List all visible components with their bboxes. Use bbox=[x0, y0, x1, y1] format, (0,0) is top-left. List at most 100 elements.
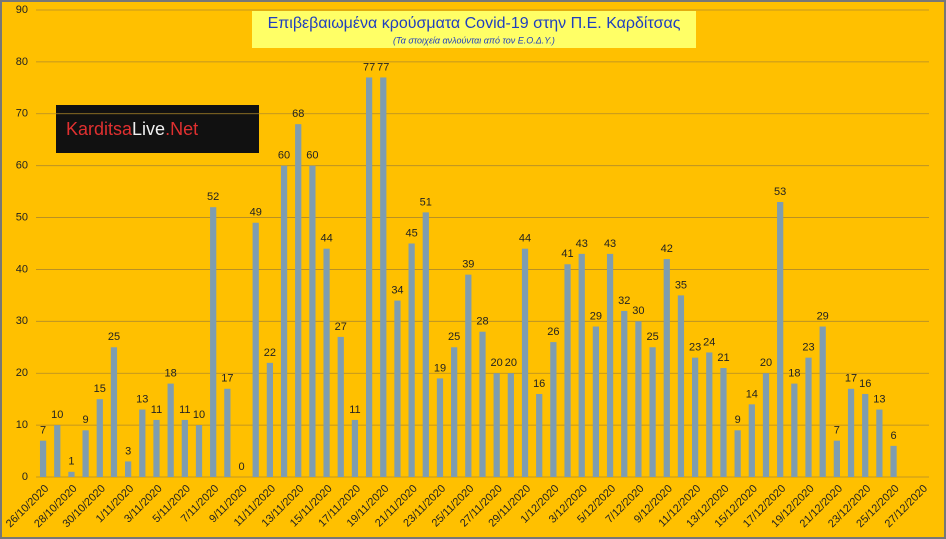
data-label: 17 bbox=[221, 373, 233, 385]
data-label: 42 bbox=[661, 243, 673, 255]
data-label: 39 bbox=[462, 259, 474, 271]
bar bbox=[167, 383, 174, 477]
bar bbox=[125, 461, 132, 477]
bar bbox=[110, 347, 118, 477]
y-tick-label: 20 bbox=[16, 367, 28, 379]
bar bbox=[295, 124, 302, 478]
data-label: 29 bbox=[590, 310, 602, 322]
logo-box bbox=[56, 105, 259, 153]
bar bbox=[422, 212, 429, 477]
data-label: 27 bbox=[335, 321, 347, 333]
bar bbox=[323, 248, 330, 477]
bar bbox=[139, 409, 146, 477]
bar bbox=[847, 388, 855, 477]
data-label: 16 bbox=[533, 378, 545, 390]
bar bbox=[734, 430, 741, 477]
data-label: 25 bbox=[108, 331, 120, 343]
bar bbox=[493, 373, 500, 477]
data-label: 45 bbox=[406, 227, 418, 239]
bar bbox=[436, 378, 444, 477]
data-label: 0 bbox=[238, 461, 244, 473]
bar bbox=[507, 373, 514, 477]
bar bbox=[210, 207, 217, 477]
data-label: 52 bbox=[207, 191, 219, 203]
data-label: 23 bbox=[689, 342, 701, 354]
data-label: 77 bbox=[377, 61, 389, 73]
data-label: 1 bbox=[68, 456, 74, 468]
bar bbox=[465, 274, 472, 477]
bar bbox=[224, 388, 231, 477]
data-label: 43 bbox=[604, 238, 616, 250]
y-tick-label: 10 bbox=[16, 419, 28, 431]
data-label: 49 bbox=[250, 207, 262, 219]
bar bbox=[663, 259, 670, 477]
bar bbox=[181, 419, 188, 477]
data-label: 44 bbox=[519, 233, 531, 245]
y-tick-label: 60 bbox=[16, 160, 28, 172]
bar bbox=[408, 243, 415, 477]
y-tick-label: 90 bbox=[16, 4, 28, 16]
bar bbox=[536, 393, 543, 477]
bar bbox=[564, 264, 571, 477]
bar bbox=[394, 300, 401, 477]
data-label: 10 bbox=[193, 409, 205, 421]
data-label: 23 bbox=[802, 342, 814, 354]
data-label: 51 bbox=[420, 196, 432, 208]
data-label: 44 bbox=[320, 233, 332, 245]
bar bbox=[606, 253, 614, 477]
y-tick-label: 40 bbox=[16, 263, 28, 275]
data-label: 20 bbox=[491, 357, 503, 369]
bar bbox=[309, 165, 316, 477]
data-label: 53 bbox=[774, 186, 786, 198]
bar bbox=[706, 352, 713, 477]
bar bbox=[777, 201, 784, 477]
bar bbox=[862, 393, 869, 477]
bar bbox=[677, 295, 685, 477]
data-label: 41 bbox=[561, 248, 573, 260]
data-label: 7 bbox=[834, 425, 840, 437]
data-label: 29 bbox=[817, 310, 829, 322]
bar bbox=[762, 373, 770, 477]
data-label: 16 bbox=[859, 378, 871, 390]
chart-subtitle: (Τα στοιχεία ανλούνται από τον Ε.Ο.Δ.Υ.) bbox=[393, 35, 555, 45]
data-label: 28 bbox=[476, 316, 488, 328]
bar bbox=[68, 471, 75, 477]
data-label: 25 bbox=[448, 331, 460, 343]
data-label: 15 bbox=[94, 383, 106, 395]
data-label: 17 bbox=[845, 373, 857, 385]
bar bbox=[578, 253, 585, 477]
data-label: 11 bbox=[349, 404, 360, 416]
bar bbox=[451, 347, 458, 477]
bar bbox=[890, 445, 897, 477]
data-label: 43 bbox=[576, 238, 588, 250]
bar bbox=[365, 77, 373, 477]
bar bbox=[337, 336, 344, 477]
bar bbox=[550, 342, 557, 477]
data-label: 9 bbox=[735, 414, 741, 426]
data-label: 11 bbox=[179, 404, 190, 416]
bar bbox=[521, 248, 529, 477]
bar bbox=[351, 419, 359, 477]
y-tick-label: 70 bbox=[16, 108, 28, 120]
y-tick-label: 80 bbox=[16, 56, 28, 68]
bar bbox=[479, 331, 486, 477]
data-label: 35 bbox=[675, 279, 687, 291]
data-label: 77 bbox=[363, 61, 375, 73]
data-label: 3 bbox=[125, 445, 131, 457]
bar bbox=[82, 430, 89, 477]
bar bbox=[692, 357, 699, 477]
data-label: 9 bbox=[83, 414, 89, 426]
data-label: 25 bbox=[646, 331, 658, 343]
data-label: 60 bbox=[278, 150, 290, 162]
bar bbox=[252, 222, 259, 477]
bar bbox=[195, 425, 203, 477]
bar bbox=[54, 425, 61, 477]
title-box bbox=[252, 11, 696, 48]
y-tick-label: 0 bbox=[22, 471, 28, 483]
data-label: 18 bbox=[788, 368, 800, 380]
logo: KarditsaLive.Net bbox=[66, 119, 198, 139]
data-label: 34 bbox=[391, 284, 403, 296]
data-label: 6 bbox=[891, 430, 897, 442]
data-label: 24 bbox=[703, 336, 715, 348]
